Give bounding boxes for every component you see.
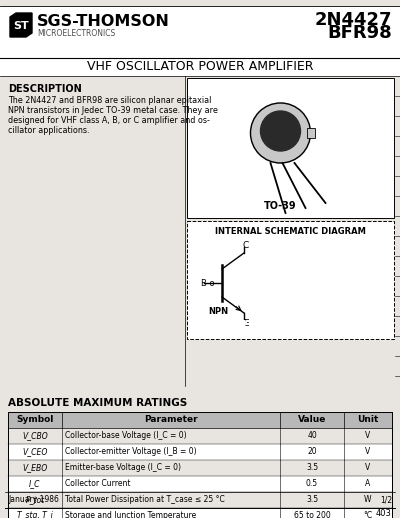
Text: V: V <box>365 431 371 440</box>
Circle shape <box>242 321 246 325</box>
Text: TO-39: TO-39 <box>264 201 297 211</box>
Text: Collector Current: Collector Current <box>65 480 130 488</box>
Text: 20: 20 <box>307 448 317 456</box>
Text: 3.5: 3.5 <box>306 464 318 472</box>
Polygon shape <box>10 13 32 37</box>
Text: W: W <box>364 496 372 505</box>
Bar <box>306 128 314 138</box>
Text: 0.5: 0.5 <box>306 480 318 488</box>
Text: SGS-THOMSON: SGS-THOMSON <box>37 15 170 30</box>
Circle shape <box>250 103 310 163</box>
Text: 403: 403 <box>376 510 392 518</box>
Text: DESCRIPTION: DESCRIPTION <box>8 84 82 94</box>
Text: A: A <box>365 480 371 488</box>
Text: The 2N4427 and BFR98 are silicon planar epitaxial: The 2N4427 and BFR98 are silicon planar … <box>8 96 211 105</box>
Text: INTERNAL SCHEMATIC DIAGRAM: INTERNAL SCHEMATIC DIAGRAM <box>215 226 366 236</box>
Bar <box>8 428 392 444</box>
Text: designed for VHF class A, B, or C amplifier and os-: designed for VHF class A, B, or C amplif… <box>8 116 210 125</box>
Text: Emitter-base Voltage (I_C = 0): Emitter-base Voltage (I_C = 0) <box>65 464 181 472</box>
Text: ST: ST <box>13 21 29 31</box>
Text: Storage and Junction Temperature: Storage and Junction Temperature <box>65 511 196 518</box>
Bar <box>8 492 392 508</box>
Bar <box>8 508 392 518</box>
Text: Symbol: Symbol <box>16 415 54 424</box>
Text: V_CBO: V_CBO <box>22 431 48 440</box>
Text: V_CEO: V_CEO <box>22 448 48 456</box>
Bar <box>0 6 400 58</box>
Text: 2N4427: 2N4427 <box>314 11 392 29</box>
Text: P_tot: P_tot <box>26 496 44 505</box>
Text: NPN transistors in Jedec TO-39 metal case. They are: NPN transistors in Jedec TO-39 metal cas… <box>8 106 218 115</box>
Text: C: C <box>243 240 249 250</box>
Text: E: E <box>243 319 249 327</box>
Bar <box>0 58 400 76</box>
Bar <box>8 476 392 492</box>
Bar <box>187 221 394 339</box>
Text: 40: 40 <box>307 431 317 440</box>
Text: 3.5: 3.5 <box>306 496 318 505</box>
Text: BFR98: BFR98 <box>327 24 392 42</box>
Text: January 1986: January 1986 <box>8 496 59 505</box>
Bar <box>187 78 394 218</box>
Text: °C: °C <box>364 511 372 518</box>
Text: 1/2: 1/2 <box>380 496 392 505</box>
Text: B o: B o <box>201 279 215 287</box>
Text: 65 to 200: 65 to 200 <box>294 511 330 518</box>
Text: Collector-emitter Voltage (I_B = 0): Collector-emitter Voltage (I_B = 0) <box>65 448 197 456</box>
Text: Value: Value <box>298 415 326 424</box>
Text: Collector-base Voltage (I_C = 0): Collector-base Voltage (I_C = 0) <box>65 431 187 440</box>
Circle shape <box>260 111 300 151</box>
Text: T_stg, T_j: T_stg, T_j <box>17 511 53 518</box>
Text: NPN: NPN <box>208 307 228 315</box>
Text: I_C: I_C <box>29 480 41 488</box>
Bar <box>8 444 392 460</box>
Text: ABSOLUTE MAXIMUM RATINGS: ABSOLUTE MAXIMUM RATINGS <box>8 398 187 408</box>
Text: V: V <box>365 464 371 472</box>
Bar <box>0 76 400 396</box>
Text: Parameter: Parameter <box>144 415 198 424</box>
Bar <box>8 460 392 476</box>
Text: Total Power Dissipation at T_case ≤ 25 °C: Total Power Dissipation at T_case ≤ 25 °… <box>65 496 225 505</box>
Text: Unit: Unit <box>357 415 379 424</box>
Text: cillator applications.: cillator applications. <box>8 126 90 135</box>
Bar <box>8 412 392 428</box>
Text: MICROELECTRONICS: MICROELECTRONICS <box>37 28 115 37</box>
Text: VHF OSCILLATOR POWER AMPLIFIER: VHF OSCILLATOR POWER AMPLIFIER <box>87 61 313 74</box>
Text: V_EBO: V_EBO <box>22 464 48 472</box>
Text: V: V <box>365 448 371 456</box>
